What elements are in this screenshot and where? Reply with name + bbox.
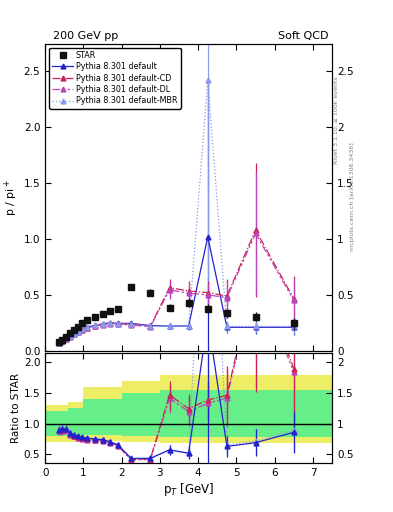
- Text: mcplots.cern.ch [arXiv:1306.3436]: mcplots.cern.ch [arXiv:1306.3436]: [350, 143, 355, 251]
- Y-axis label: p / pi$^+$: p / pi$^+$: [2, 179, 20, 216]
- X-axis label: p$_T$ [GeV]: p$_T$ [GeV]: [163, 481, 214, 498]
- Text: Rivet 3.1.10, ≥ 100k events: Rivet 3.1.10, ≥ 100k events: [334, 76, 339, 164]
- Text: Soft QCD: Soft QCD: [278, 31, 328, 41]
- Legend: STAR, Pythia 8.301 default, Pythia 8.301 default-CD, Pythia 8.301 default-DL, Py: STAR, Pythia 8.301 default, Pythia 8.301…: [49, 48, 180, 109]
- Text: 200 GeV pp: 200 GeV pp: [53, 31, 118, 41]
- Y-axis label: Ratio to STAR: Ratio to STAR: [11, 373, 21, 443]
